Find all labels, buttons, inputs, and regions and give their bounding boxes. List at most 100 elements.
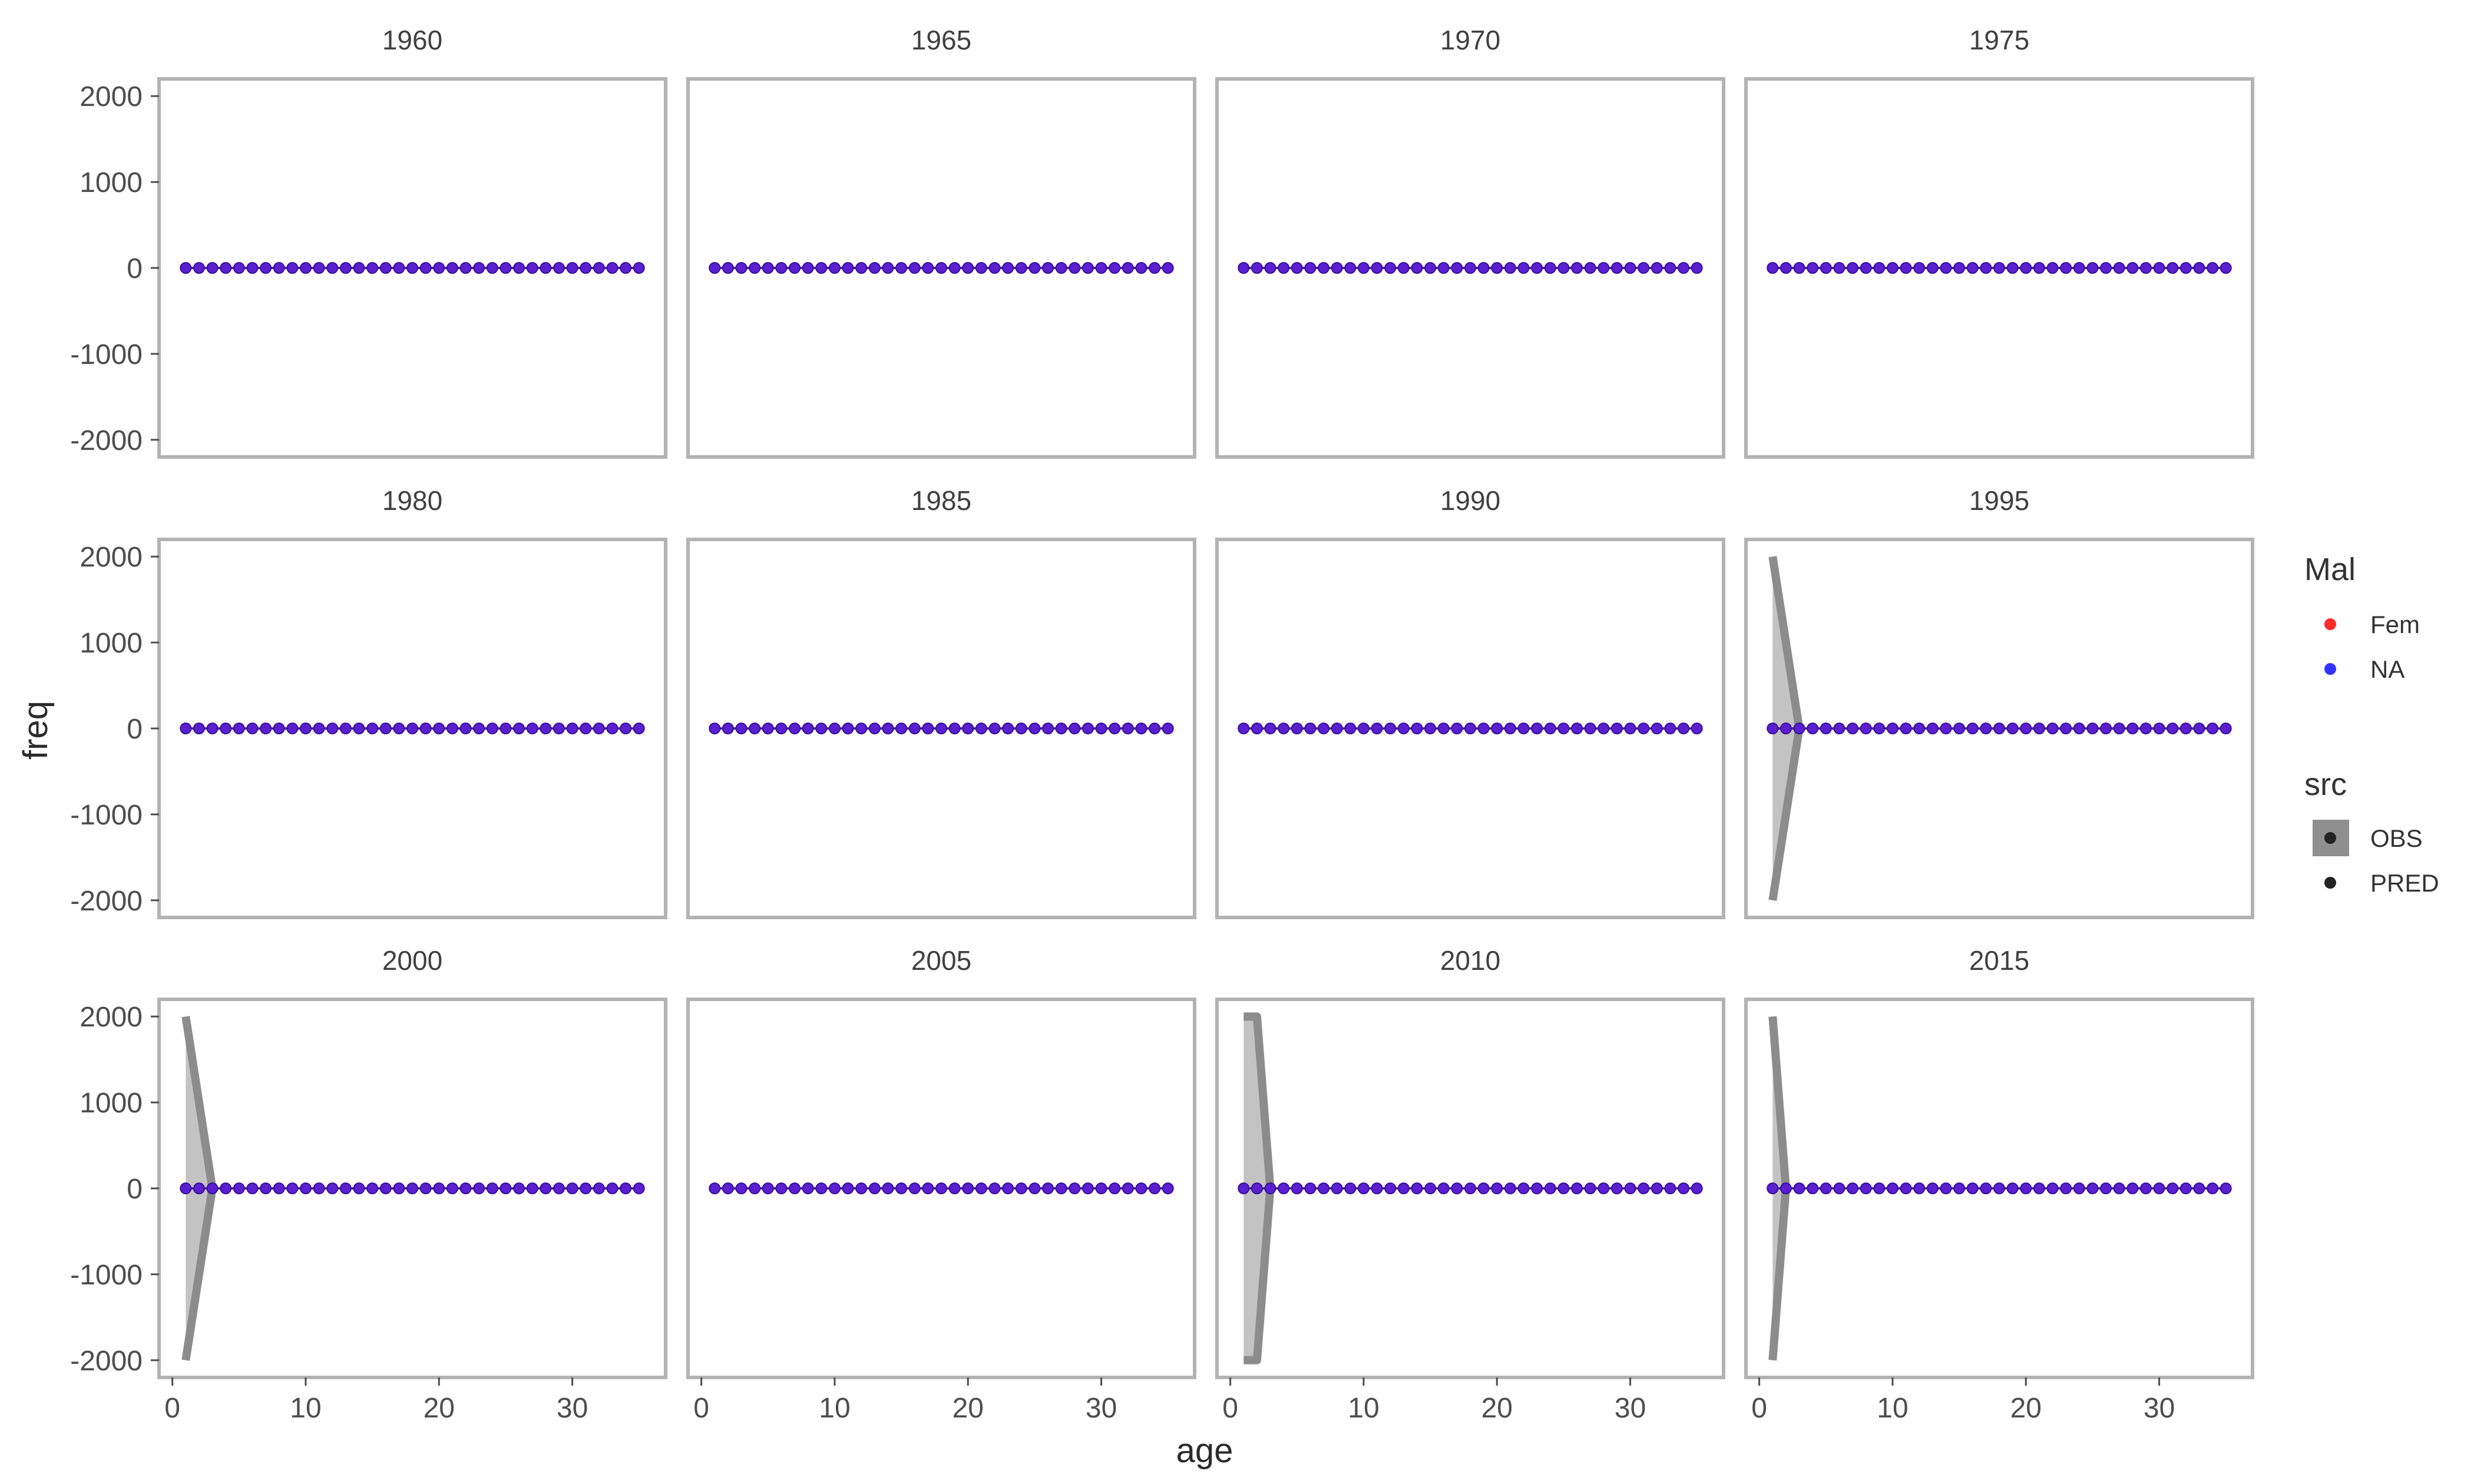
data-point — [1384, 262, 1397, 274]
y-tick-label: 0 — [127, 714, 143, 745]
x-tick-label: 20 — [424, 1393, 455, 1424]
data-point — [2220, 262, 2232, 274]
data-point — [1028, 723, 1041, 734]
data-point — [580, 262, 592, 274]
data-point — [233, 1182, 245, 1194]
data-point — [855, 1182, 868, 1194]
data-point — [1251, 723, 1263, 734]
legend-label-mal: NA — [2370, 655, 2404, 683]
data-point — [1451, 262, 1463, 274]
data-point — [1397, 262, 1410, 274]
data-point — [1477, 1182, 1490, 1194]
data-point — [473, 262, 485, 274]
data-point — [1251, 1182, 1263, 1194]
data-point — [1002, 723, 1014, 734]
data-point — [313, 1182, 325, 1194]
data-point — [540, 1182, 552, 1194]
data-point — [975, 723, 987, 734]
data-point — [260, 1182, 272, 1194]
data-point — [1491, 723, 1503, 734]
data-point — [1584, 723, 1596, 734]
data-point — [2100, 1182, 2112, 1194]
data-point — [1411, 262, 1423, 274]
data-point — [1149, 723, 1161, 734]
x-tick-label: 20 — [1481, 1393, 1513, 1424]
data-point — [1584, 262, 1596, 274]
data-point — [1357, 262, 1370, 274]
data-point — [580, 723, 592, 734]
data-point — [1069, 1182, 1081, 1194]
data-point — [1651, 262, 1663, 274]
data-point — [842, 262, 854, 274]
data-point — [1304, 1182, 1317, 1194]
y-tick-label: 0 — [127, 253, 143, 284]
data-point — [393, 262, 405, 274]
data-point — [1571, 1182, 1583, 1194]
data-point — [2046, 723, 2059, 734]
data-point — [1015, 1182, 1027, 1194]
panel-border — [686, 77, 1196, 459]
data-point — [868, 262, 881, 274]
data-point — [988, 1182, 1001, 1194]
data-point — [1691, 1182, 1703, 1194]
data-point — [882, 262, 894, 274]
data-point — [1424, 723, 1437, 734]
data-point — [1081, 1182, 1094, 1194]
data-point — [1318, 262, 1330, 274]
x-tick-label: 10 — [819, 1393, 850, 1424]
data-point — [1081, 723, 1094, 734]
data-point — [446, 262, 458, 274]
data-point — [948, 1182, 961, 1194]
data-point — [1095, 262, 1107, 274]
data-point — [2020, 1182, 2032, 1194]
legend-label-mal: Fem — [2370, 611, 2420, 638]
data-point — [1162, 1182, 1174, 1194]
y-tick-label: 1000 — [80, 167, 143, 198]
data-point — [299, 1182, 312, 1194]
x-tick-label: 30 — [1086, 1393, 1117, 1424]
data-point — [220, 1182, 232, 1194]
data-point — [975, 262, 987, 274]
data-point — [1357, 1182, 1370, 1194]
panel-title: 2010 — [1440, 945, 1500, 976]
panel-title: 1980 — [382, 485, 442, 516]
data-point — [326, 262, 339, 274]
x-tick-label: 30 — [557, 1393, 588, 1424]
data-point — [1015, 723, 1027, 734]
data-point — [1069, 723, 1081, 734]
data-point — [1557, 1182, 1570, 1194]
data-point — [1900, 1182, 1912, 1194]
y-tick-label: -2000 — [70, 886, 143, 917]
data-point — [1886, 262, 1899, 274]
data-point — [802, 262, 814, 274]
data-point — [193, 1182, 205, 1194]
x-tick-label: 0 — [1751, 1393, 1767, 1424]
data-point — [2126, 1182, 2139, 1194]
data-point — [842, 1182, 854, 1194]
data-point — [526, 262, 538, 274]
data-point — [419, 1182, 432, 1194]
legend-key-src — [2324, 877, 2336, 889]
data-point — [1517, 262, 1530, 274]
data-point — [553, 1182, 565, 1194]
data-point — [620, 262, 632, 274]
data-point — [419, 723, 432, 734]
data-point — [1953, 1182, 1966, 1194]
obs-band-edge-upper — [1768, 1016, 1790, 1189]
data-point — [1464, 1182, 1476, 1194]
data-point — [2139, 723, 2152, 734]
legend-key-src — [2324, 832, 2336, 844]
data-point — [1980, 1182, 1992, 1194]
data-point — [393, 723, 405, 734]
data-point — [922, 262, 934, 274]
data-point — [828, 723, 841, 734]
data-point — [1278, 262, 1290, 274]
data-point — [1122, 1182, 1134, 1194]
data-point — [775, 1182, 788, 1194]
data-point — [1691, 262, 1703, 274]
legend-title-mal: Mal — [2304, 552, 2356, 587]
data-point — [2006, 262, 2019, 274]
data-point — [1291, 723, 1303, 734]
data-point — [459, 1182, 472, 1194]
data-point — [789, 262, 801, 274]
